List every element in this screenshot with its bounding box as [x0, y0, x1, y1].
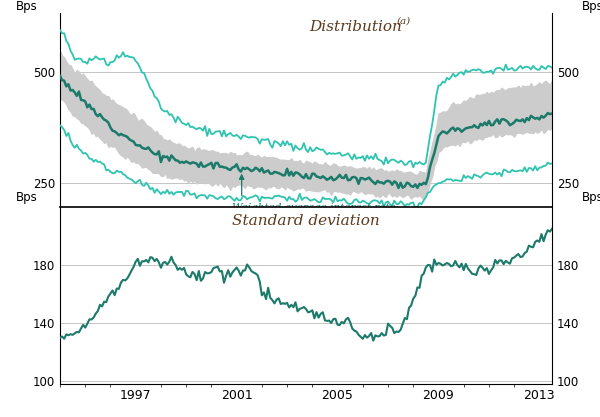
Text: Bps: Bps	[581, 0, 600, 13]
Text: Bps: Bps	[581, 191, 600, 204]
Text: Standard deviation: Standard deviation	[232, 214, 380, 229]
Text: Distribution: Distribution	[309, 20, 401, 34]
Text: Weighted-average interest rate: Weighted-average interest rate	[232, 203, 395, 212]
Text: Bps: Bps	[16, 0, 37, 13]
Text: (a): (a)	[397, 16, 411, 25]
Text: Bps: Bps	[16, 191, 37, 204]
